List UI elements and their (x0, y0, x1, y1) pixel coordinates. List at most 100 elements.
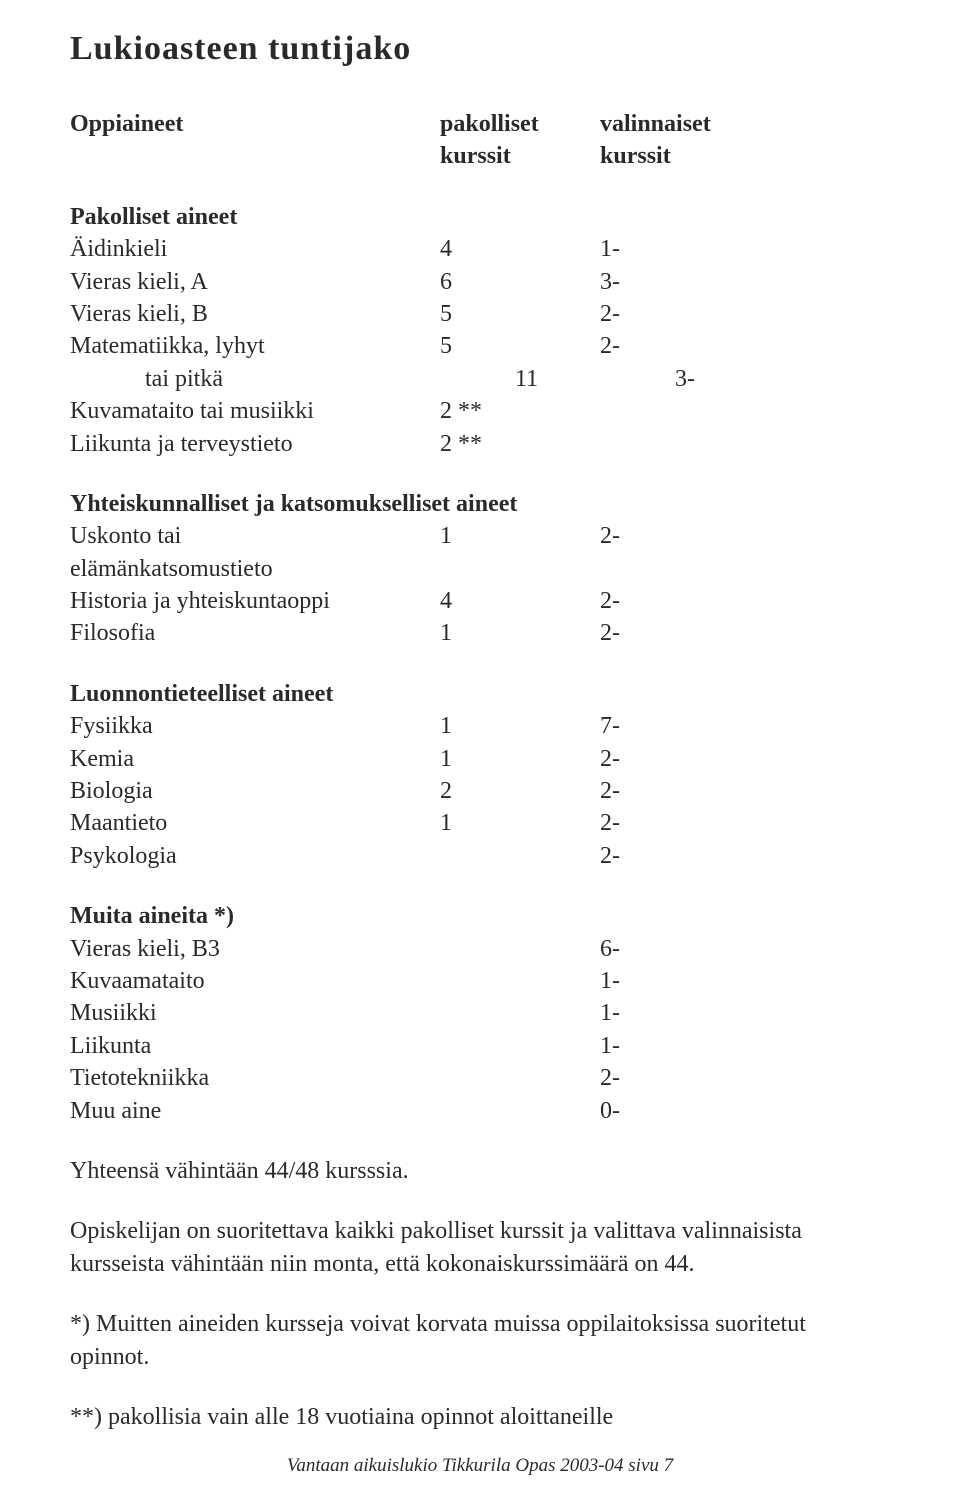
paragraph: Opiskelijan on suoritettava kaikki pakol… (70, 1215, 890, 1280)
table-row: Tietotekniikka 2- (70, 1062, 890, 1094)
row-col2 (440, 1030, 600, 1062)
row-label: Muu aine (70, 1095, 440, 1127)
row-col3: 7- (600, 710, 760, 742)
row-label: Äidinkieli (70, 233, 440, 265)
row-col3: 2- (600, 330, 760, 362)
row-col2: 5 (440, 330, 600, 362)
row-col2 (440, 840, 600, 872)
row-label: Matematiikka, lyhyt (70, 330, 440, 362)
row-col2: 1 (440, 807, 600, 839)
table-row: Historia ja yhteiskuntaoppi42- (70, 585, 890, 617)
row-col2 (440, 965, 600, 997)
section2-heading: Yhteiskunnalliset ja katsomukselliset ai… (70, 488, 517, 520)
row-label: Filosofia (70, 617, 440, 649)
row-col2: 2 ** (440, 395, 600, 427)
section3-heading: Luonnontieteelliset aineet (70, 678, 333, 710)
row-col2: 5 (440, 298, 600, 330)
row-col3: 0- (600, 1095, 760, 1127)
section-heading: Yhteiskunnalliset ja katsomukselliset ai… (70, 488, 890, 520)
row-col3: 3- (675, 363, 835, 395)
table-row: Psykologia 2- (70, 840, 890, 872)
row-col2: 2 ** (440, 428, 600, 460)
table-row: Musiikki 1- (70, 997, 890, 1029)
header-col3a: valinnaiset (600, 108, 760, 140)
summary-line: Yhteensä vähintään 44/48 kursssia. (70, 1155, 890, 1187)
row-label: Musiikki (70, 997, 440, 1029)
header-col1: Oppiaineet (70, 108, 440, 140)
row-label: Maantieto (70, 807, 440, 839)
section-heading: Luonnontieteelliset aineet (70, 678, 890, 710)
row-label: Historia ja yhteiskuntaoppi (70, 585, 440, 617)
row-col3: 2- (600, 585, 760, 617)
row-col3: 2- (600, 1062, 760, 1094)
header-col2a: pakolliset (440, 108, 600, 140)
row-col2: 1 (440, 710, 600, 742)
row-col2 (440, 1062, 600, 1094)
row-label: elämänkatsomustieto (70, 553, 440, 585)
table-row: Fysiikka17- (70, 710, 890, 742)
section-heading: Muita aineita *) (70, 900, 890, 932)
row-col2 (440, 933, 600, 965)
row-label: Kemia (70, 743, 440, 775)
page-title: Lukioasteen tuntijako (70, 30, 890, 68)
table-header-row: kurssit kurssit (70, 140, 890, 172)
row-label: Vieras kieli, B (70, 298, 440, 330)
table-row: Liikunta ja terveystieto2 ** (70, 428, 890, 460)
row-label: Tietotekniikka (70, 1062, 440, 1094)
row-col3: 6- (600, 933, 760, 965)
page-footer: Vantaan aikuislukio Tikkurila Opas 2003-… (0, 1455, 960, 1477)
table-header-row: Oppiaineet pakolliset valinnaiset (70, 108, 890, 140)
row-col3: 2- (600, 617, 760, 649)
row-label: Liikunta (70, 1030, 440, 1062)
row-col3: 2- (600, 743, 760, 775)
row-col3: 2- (600, 775, 760, 807)
table-row: Muu aine 0- (70, 1095, 890, 1127)
row-col2: 4 (440, 233, 600, 265)
row-col3: 1- (600, 1030, 760, 1062)
row-col3 (600, 553, 760, 585)
row-label: Uskonto tai (70, 520, 440, 552)
footnote-1: *) Muitten aineiden kursseja voivat korv… (70, 1308, 890, 1373)
row-col2: 2 (440, 775, 600, 807)
row-col2 (440, 553, 600, 585)
table-row: Maantieto12- (70, 807, 890, 839)
row-col3: 2- (600, 840, 760, 872)
row-col3: 1- (600, 997, 760, 1029)
row-col2: 11 (515, 363, 675, 395)
table-row: tai pitkä113- (70, 363, 890, 395)
row-col2 (440, 1095, 600, 1127)
row-col3: 2- (600, 298, 760, 330)
course-table: Oppiaineet pakolliset valinnaiset kurssi… (70, 108, 890, 1127)
row-col3: 1- (600, 965, 760, 997)
table-row: Biologia22- (70, 775, 890, 807)
row-col2: 1 (440, 617, 600, 649)
section4-heading: Muita aineita *) (70, 900, 234, 932)
row-col2: 1 (440, 743, 600, 775)
row-label: Psykologia (70, 840, 440, 872)
row-col2: 4 (440, 585, 600, 617)
header-col3b: kurssit (600, 140, 760, 172)
table-row: elämänkatsomustieto (70, 553, 890, 585)
row-label: Kuvamataito tai musiikki (70, 395, 440, 427)
section4-rows: Vieras kieli, B36-Kuvaamataito1-Musiikki… (70, 933, 890, 1127)
table-row: Äidinkieli41- (70, 233, 890, 265)
footnote-2: **) pakollisia vain alle 18 vuotiaina op… (70, 1401, 890, 1433)
row-label: Vieras kieli, A (70, 266, 440, 298)
table-row: Vieras kieli, B36- (70, 933, 890, 965)
header-col2b: kurssit (440, 140, 600, 172)
table-row: Kuvamataito tai musiikki2 ** (70, 395, 890, 427)
table-row: Vieras kieli, B52- (70, 298, 890, 330)
table-row: Vieras kieli, A63- (70, 266, 890, 298)
table-row: Filosofia12- (70, 617, 890, 649)
row-label: Biologia (70, 775, 440, 807)
section1-heading: Pakolliset aineet (70, 201, 440, 233)
row-label: Kuvaamataito (70, 965, 440, 997)
table-row: Liikunta 1- (70, 1030, 890, 1062)
section2-rows: Uskonto tai12-elämänkatsomustietoHistori… (70, 520, 890, 650)
row-col3: 3- (600, 266, 760, 298)
row-col3: 2- (600, 520, 760, 552)
table-row: Uskonto tai12- (70, 520, 890, 552)
row-label: Fysiikka (70, 710, 440, 742)
header-col1b (70, 140, 440, 172)
row-col3 (600, 395, 760, 427)
